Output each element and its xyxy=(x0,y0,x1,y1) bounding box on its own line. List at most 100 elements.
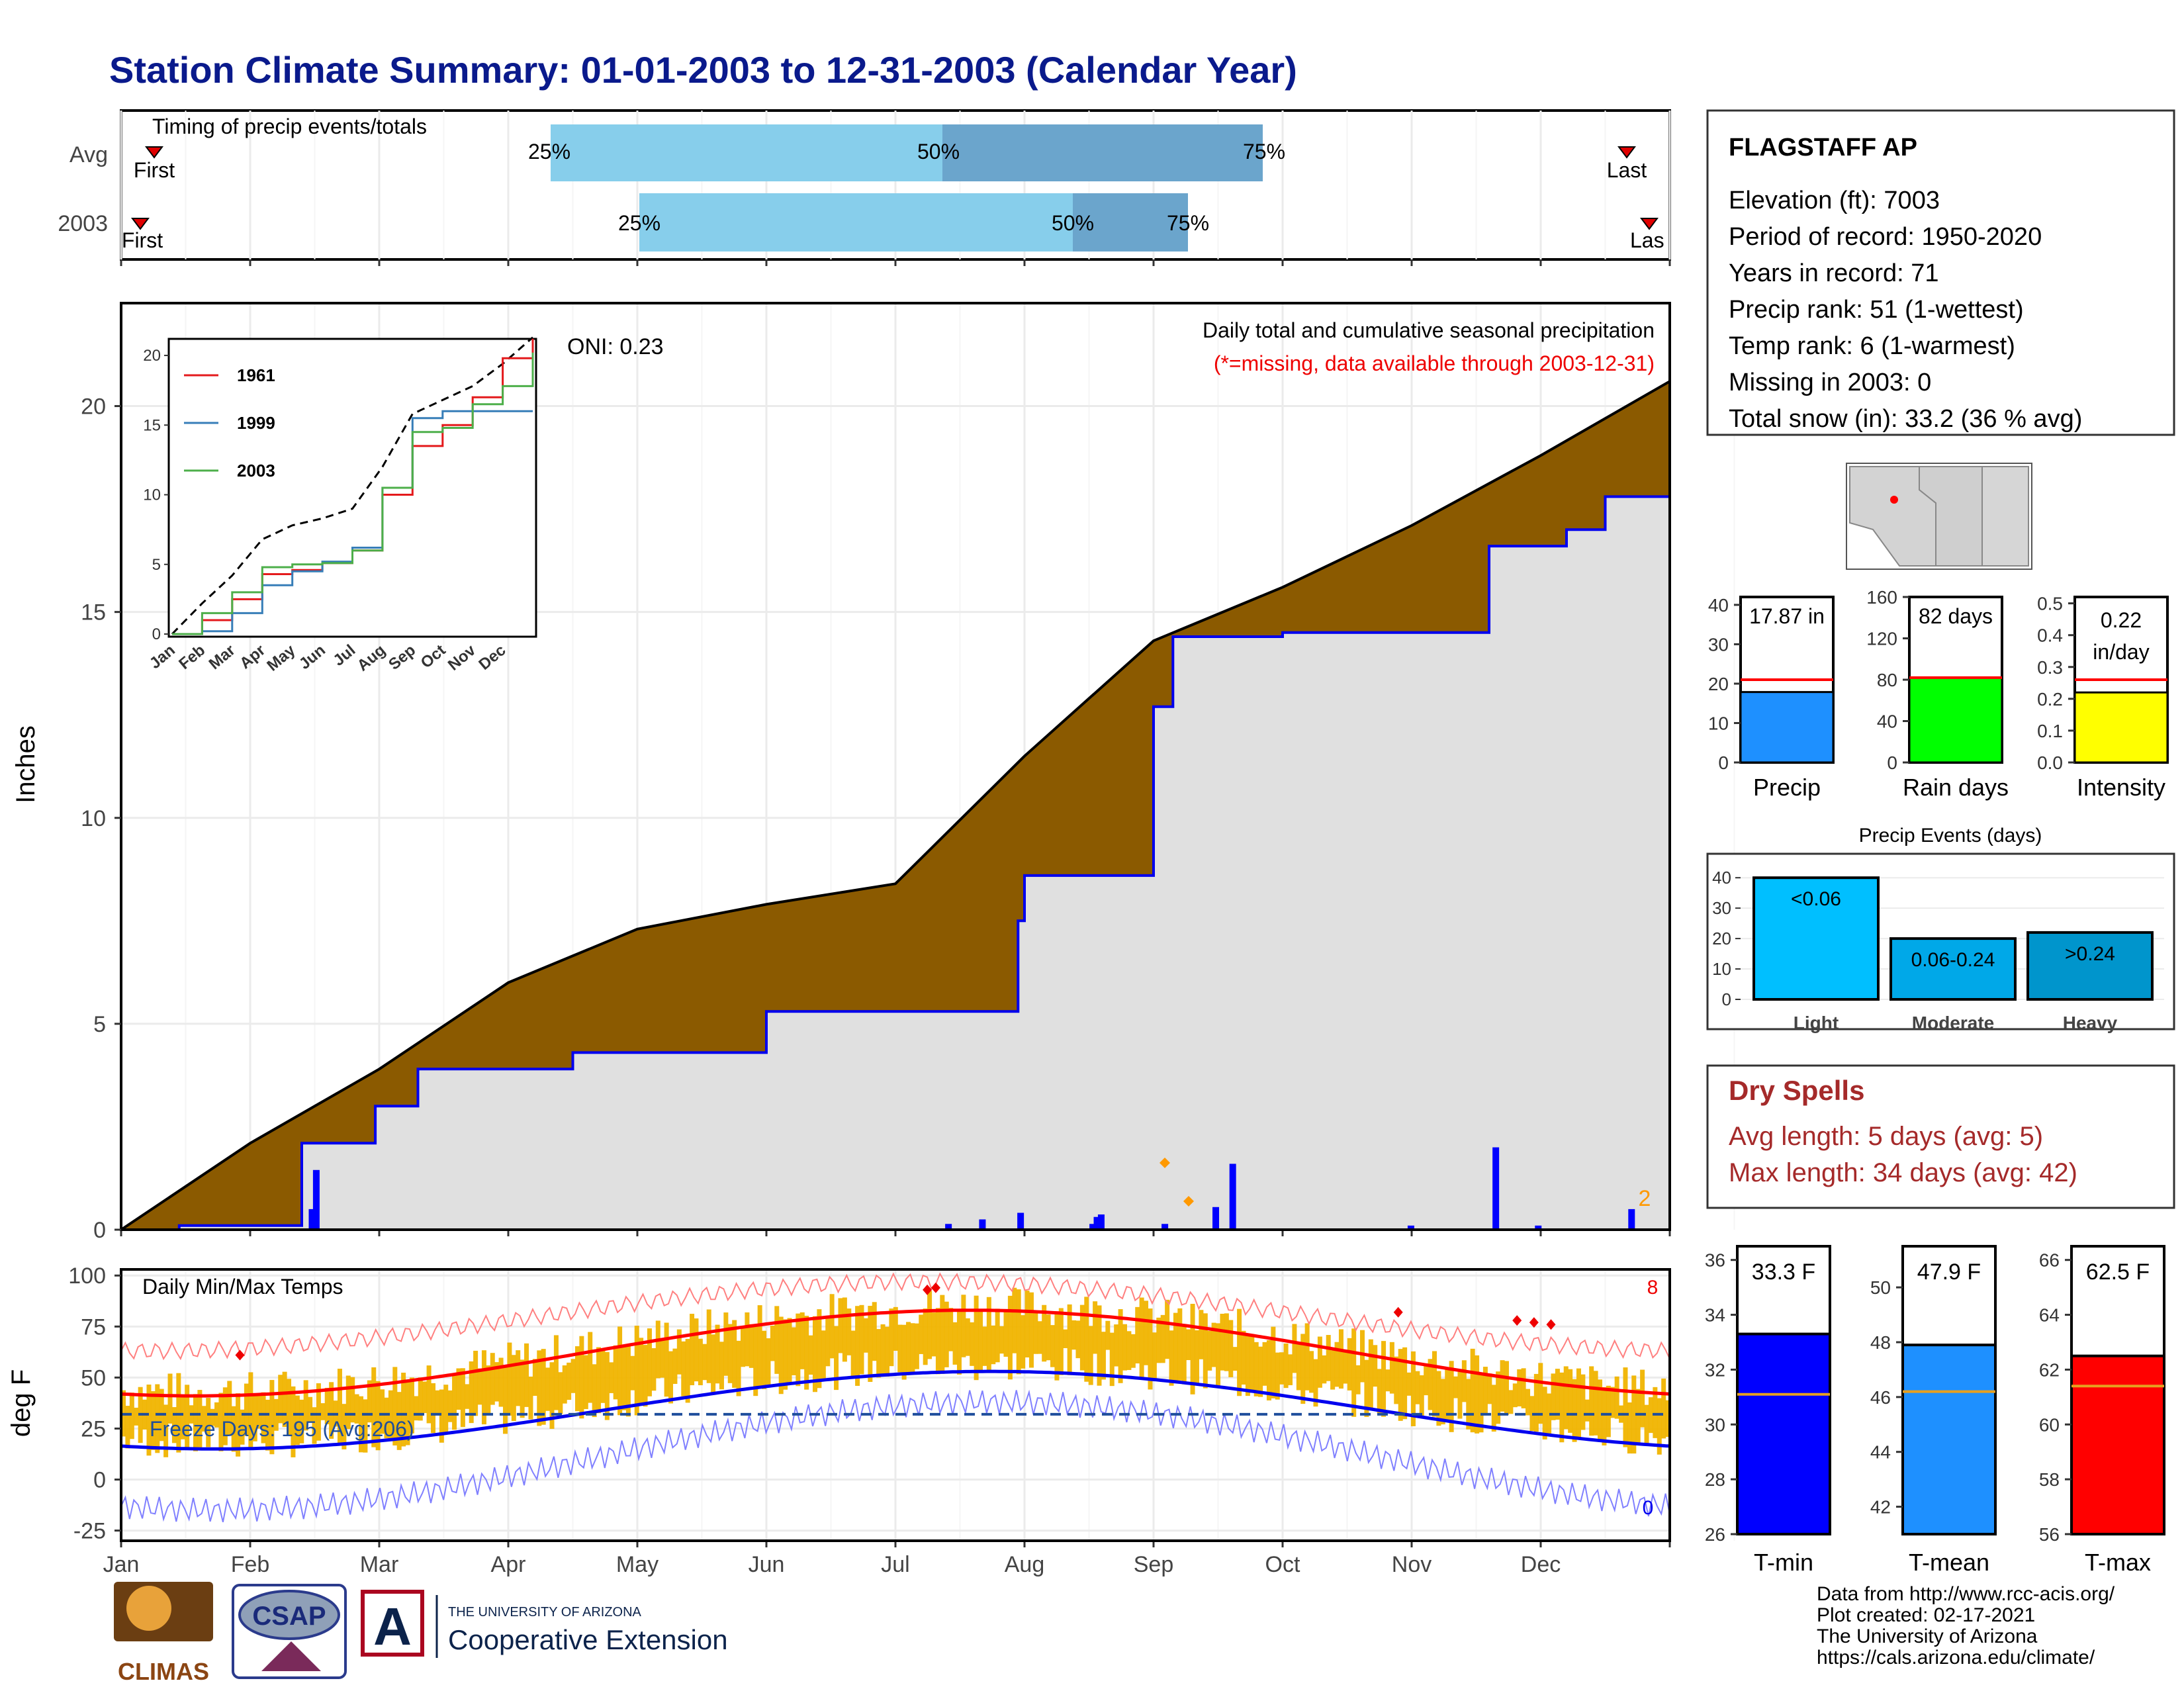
daily-temp-bar xyxy=(901,1324,907,1380)
daily-temp-bar xyxy=(324,1387,330,1424)
dry-spells-avg: Avg length: 5 days (avg: 5) xyxy=(1729,1122,2043,1151)
daily-temp-bar xyxy=(363,1399,368,1453)
y-tick-label: 10 xyxy=(1712,959,1731,979)
precip-events-plot: 0 10 20 30 40 <0.06 Light 0.06-0.24 Moderate >0.2… xyxy=(1712,868,2164,1033)
x-tick-label: Feb xyxy=(231,1552,270,1577)
daily-temp-bar xyxy=(995,1308,1000,1363)
daily-precip-bar xyxy=(1628,1209,1635,1230)
location-map xyxy=(1846,463,2032,570)
daily-temp-bar xyxy=(834,1326,839,1391)
daily-temp-bar xyxy=(155,1384,160,1453)
cumulative-avg-line xyxy=(120,380,1670,1231)
daily-temp-bar xyxy=(490,1353,495,1405)
daily-temp-bar xyxy=(1461,1360,1467,1402)
daily-temp-bar xyxy=(1309,1351,1314,1393)
inset-y-tick-label: 15 xyxy=(143,416,161,434)
daily-temp-bar xyxy=(660,1340,665,1378)
daily-temp-bar xyxy=(537,1350,542,1426)
obs-last-marker xyxy=(1640,218,1659,230)
daily-temp-bar xyxy=(1640,1369,1645,1428)
daily-temp-bar xyxy=(299,1399,304,1443)
daily-temp-bar xyxy=(1377,1369,1382,1414)
y-tick-label: 0 xyxy=(1722,989,1731,1009)
daily-temp-bar xyxy=(1627,1402,1632,1454)
daily-temp-bar xyxy=(961,1295,966,1357)
temp-bar-tick-label: 48 xyxy=(1870,1332,1891,1353)
daily-temp-bar xyxy=(1054,1313,1060,1381)
y-tick-label: 15 xyxy=(81,600,106,625)
daily-temp-bar xyxy=(1101,1332,1106,1380)
daily-temp-bar xyxy=(1177,1308,1183,1381)
climas-logo: CLIMAS xyxy=(114,1582,213,1685)
daily-temp-bar xyxy=(1631,1375,1637,1454)
daily-precip-bar xyxy=(1089,1224,1097,1230)
daily-temp-bar xyxy=(511,1355,516,1422)
avg-q25-q50-bar xyxy=(551,124,942,181)
daily-temp-bar xyxy=(863,1318,868,1353)
daily-temp-bar xyxy=(944,1301,949,1367)
daily-precip-bar xyxy=(312,1169,320,1230)
stat-bar-tick-label: 0.1 xyxy=(2037,721,2063,741)
daily-temp-bar xyxy=(1292,1324,1297,1373)
daily-temp-bar xyxy=(762,1330,767,1389)
daily-temp-bar xyxy=(1109,1332,1115,1387)
daily-temp-bar xyxy=(948,1308,954,1351)
daily-temp-bar xyxy=(1232,1347,1238,1371)
stat-bar-value: 0.22 xyxy=(2101,608,2142,632)
daily-temp-bar xyxy=(447,1390,453,1422)
inset-average-line xyxy=(171,336,533,635)
daily-temp-bar xyxy=(736,1340,741,1396)
precip-caption: Daily total and cumulative seasonal prec… xyxy=(1203,318,1655,342)
daily-precip-bar xyxy=(979,1219,986,1230)
temp-bar-tick-label: 26 xyxy=(1705,1524,1725,1545)
temp-bar-tick-label: 60 xyxy=(2039,1414,2060,1435)
temp-panel: -25 0 25 50 75 100 Jan Feb Mar Apr May Jun Jul Aug Se… xyxy=(7,1263,1735,1577)
daily-temp-bar xyxy=(974,1295,979,1381)
daily-temp-bar xyxy=(553,1335,559,1410)
daily-temp-bar xyxy=(359,1396,364,1453)
daily-temp-bar xyxy=(1071,1320,1077,1350)
daily-temp-bar xyxy=(528,1376,533,1420)
daily-temp-bar xyxy=(655,1320,660,1379)
daily-temp-bar xyxy=(1300,1334,1306,1404)
daily-temp-bar xyxy=(770,1325,775,1361)
temp-bar-tick-label: 58 xyxy=(2039,1469,2060,1490)
temp-bar-tick-label: 34 xyxy=(1705,1305,1725,1326)
daily-temp-bar xyxy=(842,1297,847,1362)
freeze-days-label: Freeze Days: 195 (Avg:206) xyxy=(150,1417,414,1441)
daily-temp-bar xyxy=(218,1393,224,1451)
daily-temp-bar xyxy=(1406,1372,1412,1396)
daily-temp-bar xyxy=(757,1305,762,1387)
daily-temp-bar xyxy=(502,1365,508,1434)
x-tick-label: Sep xyxy=(1134,1552,1174,1577)
annual-stat-bars: 0 10 20 30 40 17.87 in Precip 0 40 80 120 160 82 day… xyxy=(1708,587,2169,801)
daily-temp-bar xyxy=(1313,1359,1318,1407)
daily-temp-bar xyxy=(711,1334,716,1393)
daily-temp-bar xyxy=(1610,1387,1615,1418)
daily-temp-bar xyxy=(1475,1355,1480,1434)
daily-temp-bar xyxy=(1317,1336,1322,1388)
precip-event-bar-moderate xyxy=(1889,937,2017,1001)
daily-temp-bar xyxy=(1529,1396,1535,1432)
stat-bar-label: Intensity xyxy=(2077,774,2165,801)
daily-temp-bar xyxy=(532,1359,537,1396)
cumulative-observed-area xyxy=(121,496,1670,1230)
temp-bar-tick-label: 56 xyxy=(2039,1524,2060,1545)
obs-q50-label: 50% xyxy=(1052,211,1094,235)
daily-temp-bar xyxy=(935,1308,940,1375)
daily-temp-bar xyxy=(396,1392,402,1450)
y-tick-label: 30 xyxy=(1712,898,1731,918)
daily-temp-bar xyxy=(240,1409,245,1445)
daily-temp-bar xyxy=(1547,1393,1552,1435)
daily-temp-bar xyxy=(1228,1320,1234,1377)
stat-bar-value-unit: in/day xyxy=(2093,640,2149,664)
stat-bar-tick-label: 120 xyxy=(1866,629,1897,649)
daily-temp-bar xyxy=(643,1345,648,1407)
daily-precip-bar xyxy=(1097,1214,1105,1230)
precip-event-category: Moderate xyxy=(1912,1013,1994,1033)
y-tick-label: 50 xyxy=(81,1365,106,1391)
station-details: Elevation (ft): 7003 Period of record: 19… xyxy=(1729,187,2082,433)
daily-temp-bar xyxy=(1079,1304,1085,1371)
stat-bar-tick-label: 0.5 xyxy=(2037,594,2063,614)
